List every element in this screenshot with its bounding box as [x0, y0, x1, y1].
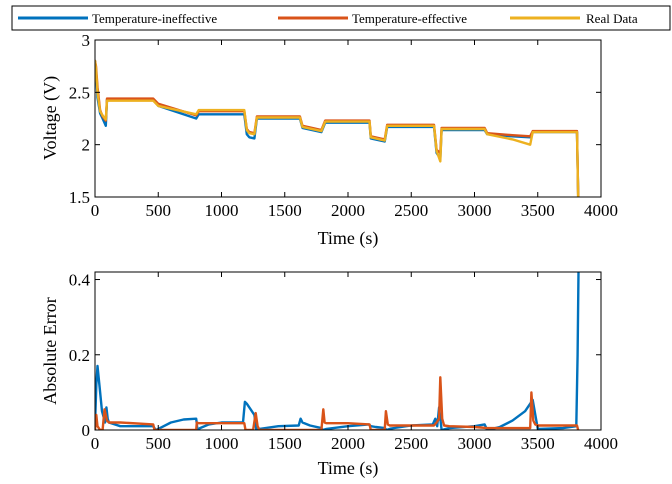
error-tick-layer: 0 500 1000 1500 2000 2500 3000 3500 4000 0 0.2 0.4 — [69, 271, 618, 453]
voltage-x-tick-label: 2500 — [394, 201, 428, 220]
voltage-x-tick-label: 1500 — [268, 201, 302, 220]
voltage-y-tick-label: 2 — [82, 136, 91, 155]
error-x-tick-label: 3500 — [521, 434, 555, 453]
error-x-axis-title: Time (s) — [318, 458, 379, 479]
voltage-x-tick-label: 500 — [146, 201, 172, 220]
error-x-tick-label: 3000 — [458, 434, 492, 453]
legend: Temperature-ineffective Temperature-effe… — [11, 5, 671, 31]
voltage-tick-layer: 0 500 1000 1500 2000 2500 3000 3500 4000 1.5 2 2.5 3 — [69, 31, 618, 220]
error-x-tick-label: 0 — [91, 434, 100, 453]
error-y-tick-label: 0 — [82, 421, 91, 440]
error-series-temperature-effective — [95, 376, 580, 430]
error-x-tick-label: 1000 — [205, 434, 239, 453]
error-x-tick-label: 500 — [146, 434, 172, 453]
error-y-tick-label: 0.2 — [69, 346, 90, 365]
error-y-tick-label: 0.4 — [69, 271, 91, 290]
voltage-y-tick-label: 3 — [82, 31, 91, 50]
voltage-x-tick-label: 0 — [91, 201, 100, 220]
error-x-tick-label: 4000 — [584, 434, 618, 453]
voltage-chart: 0 500 1000 1500 2000 2500 3000 3500 4000 1.5 2 2.5 3… — [40, 31, 618, 249]
error-x-tick-label: 2000 — [331, 434, 365, 453]
error-x-tick-label: 2500 — [394, 434, 428, 453]
voltage-y-axis-title: Voltage (V) — [40, 76, 61, 160]
voltage-x-tick-label: 3000 — [458, 201, 492, 220]
voltage-x-axis-title: Time (s) — [318, 228, 379, 249]
error-series-layer — [95, 272, 580, 430]
voltage-x-tick-label: 1000 — [205, 201, 239, 220]
voltage-x-tick-label: 2000 — [331, 201, 365, 220]
voltage-x-tick-label: 3500 — [521, 201, 555, 220]
voltage-y-tick-label: 2.5 — [69, 83, 90, 102]
error-y-axis-title: Absolute Error — [40, 297, 60, 404]
voltage-x-tick-label: 4000 — [584, 201, 618, 220]
voltage-series-real-data — [95, 59, 580, 197]
legend-label-temperature-ineffective: Temperature-ineffective — [92, 11, 217, 26]
voltage-series-layer — [95, 59, 580, 197]
legend-label-real-data: Real Data — [586, 11, 638, 26]
error-x-tick-label: 1500 — [268, 434, 302, 453]
voltage-y-tick-label: 1.5 — [69, 188, 90, 207]
legend-label-temperature-effective: Temperature-effective — [352, 11, 467, 26]
error-chart: 0 500 1000 1500 2000 2500 3000 3500 400000.20.4 … — [40, 271, 618, 479]
